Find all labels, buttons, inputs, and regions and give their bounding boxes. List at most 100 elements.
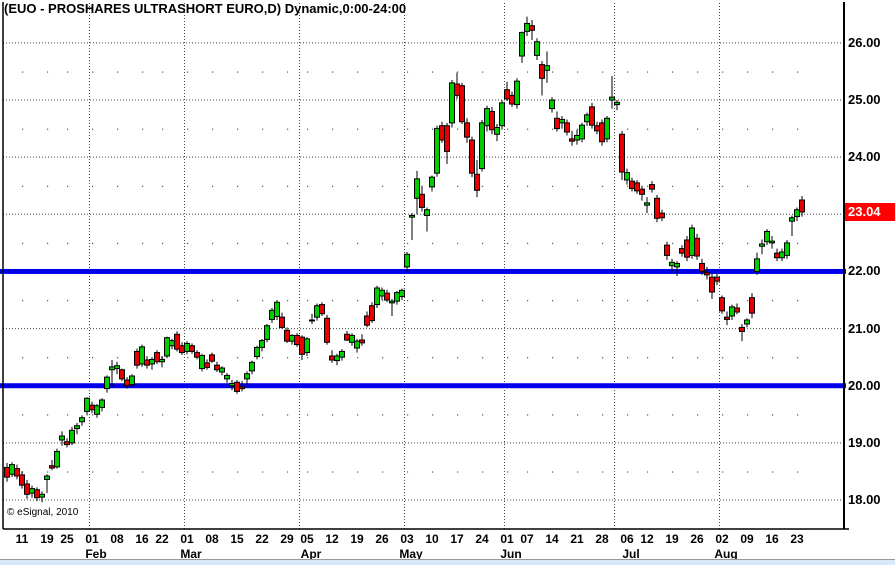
grid-dot [262, 357, 264, 359]
candle-body [244, 373, 250, 380]
grid-dot [162, 300, 164, 302]
grid-dot [237, 128, 239, 130]
candle-body [194, 352, 200, 358]
candle-body [554, 117, 560, 130]
candle-body [629, 180, 635, 190]
x-axis-month-label: Apr [300, 547, 322, 561]
candle-body [89, 404, 95, 411]
grid-dot [407, 300, 409, 302]
candle-body [34, 489, 40, 499]
candle-body [579, 124, 585, 140]
candle-body [464, 122, 470, 138]
grid-dot [527, 471, 529, 473]
grid-dot [162, 414, 164, 416]
candle-body [324, 317, 330, 343]
candle-body [54, 450, 60, 468]
candle-body [179, 345, 185, 354]
grid-dot [627, 414, 629, 416]
x-axis-tick-label: 26 [375, 532, 389, 546]
candle-body [674, 262, 680, 268]
candle-body [269, 309, 275, 320]
x-axis-tick-label: 19 [665, 532, 679, 546]
grid-dot [457, 414, 459, 416]
x-axis-tick-label: 06 [620, 532, 634, 546]
grid-dot [117, 128, 119, 130]
grid-dot [672, 71, 674, 73]
grid-dot [797, 414, 799, 416]
candle-body [149, 358, 155, 365]
y-axis-label: 25.00 [848, 92, 881, 108]
grid-dot [672, 471, 674, 473]
grid-dot [287, 185, 289, 187]
candle-body [624, 172, 630, 181]
grid-dot [382, 471, 384, 473]
grid-dot [287, 128, 289, 130]
grid-dot [457, 300, 459, 302]
candle-body [744, 319, 750, 325]
grid-dot [67, 357, 69, 359]
trend-line [0, 383, 846, 389]
candle-body [549, 99, 555, 110]
grid-dot [187, 471, 189, 473]
candle-body [639, 188, 645, 195]
grid-dot [382, 357, 384, 359]
grid-dot [627, 128, 629, 130]
grid-dot [577, 71, 579, 73]
grid-dot [407, 471, 409, 473]
grid-dot [357, 128, 359, 130]
grid-dot [772, 300, 774, 302]
x-axis-month-label: Mar [180, 547, 202, 561]
grid-dot [117, 414, 119, 416]
grid-dot [142, 128, 144, 130]
candle-body [799, 199, 805, 213]
grid-dot [432, 414, 434, 416]
candle-body [459, 85, 465, 123]
grid-dot [382, 414, 384, 416]
candle-body [764, 230, 770, 243]
candle-body [209, 354, 215, 362]
grid-dot [162, 357, 164, 359]
x-axis-tick-label: 25 [60, 532, 74, 546]
grid-dot [92, 71, 94, 73]
bottom-strip [0, 560, 895, 565]
candle-body [349, 334, 355, 343]
grid-dot [307, 414, 309, 416]
grid-dot [187, 300, 189, 302]
candle-body [779, 251, 785, 259]
grid-dot [672, 357, 674, 359]
candle-body [24, 483, 30, 495]
candle-body [644, 202, 650, 206]
grid-dot [332, 71, 334, 73]
grid-dot [67, 300, 69, 302]
x-axis-tick-label: 26 [690, 532, 704, 546]
grid-dot [577, 242, 579, 245]
candle-body [499, 102, 505, 127]
grid-dot [482, 471, 484, 473]
x-axis-tick-label: 08 [110, 532, 124, 546]
grid-dot [747, 414, 749, 416]
grid-dot [722, 471, 724, 473]
candle-body [184, 342, 190, 352]
candle-body [169, 340, 175, 347]
grid-dot [552, 414, 554, 416]
x-axis-tick-label: 05 [300, 532, 314, 546]
grid-dot [672, 300, 674, 302]
candle-body [439, 125, 445, 141]
x-axis-tick-label: 29 [280, 532, 294, 546]
x-axis-tick-label: 19 [350, 532, 364, 546]
candle-body [219, 367, 225, 373]
grid-dot [237, 300, 239, 302]
grid-dot [117, 185, 119, 187]
x-axis-tick-label: 28 [595, 532, 609, 546]
x-axis-tick-label: 22 [255, 532, 269, 546]
candle-body [474, 173, 480, 191]
candle-body [724, 316, 730, 320]
x-axis-tick-label: 11 [15, 532, 29, 546]
candle-body [134, 350, 140, 366]
grid-dot [407, 357, 409, 359]
grid-dot [212, 471, 214, 473]
candle-body [319, 304, 325, 315]
grid-dot [142, 414, 144, 416]
candle-body [139, 346, 145, 365]
